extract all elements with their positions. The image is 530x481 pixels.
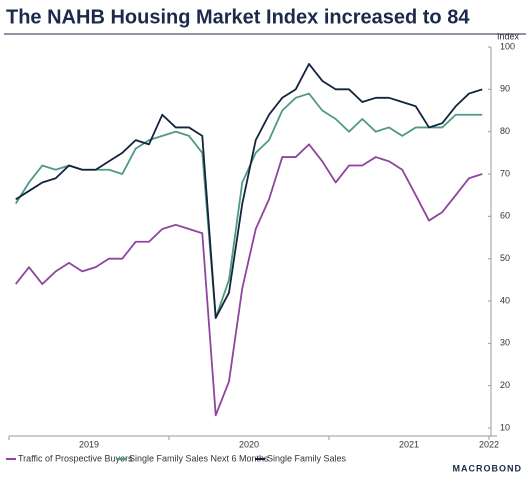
x-tick-label: 2019	[79, 439, 99, 449]
y-tick-label: 30	[500, 338, 510, 348]
x-tick-label: 2020	[239, 439, 259, 449]
y-axis-label: Index	[497, 31, 520, 41]
y-tick-label: 80	[500, 126, 510, 136]
series-line	[15, 143, 483, 417]
series-line	[14, 92, 483, 319]
y-tick-label: 100	[500, 41, 515, 51]
y-tick-label: 90	[500, 84, 510, 94]
legend-label: Traffic of Prospective Buyers	[18, 453, 133, 463]
y-tick-label: 20	[500, 380, 510, 390]
legend-label: Single Family Sales	[267, 453, 347, 463]
x-tick-label: 2022	[479, 439, 499, 449]
legend-label: Single Family Sales Next 6 Months	[129, 453, 269, 463]
y-tick-label: 40	[500, 295, 510, 305]
y-tick-label: 50	[500, 253, 510, 263]
chart-title: The NAHB Housing Market Index increased …	[6, 6, 470, 28]
y-tick-label: 10	[500, 422, 510, 432]
y-tick-label: 60	[500, 211, 510, 221]
source-logo: MACROBOND	[453, 463, 523, 473]
y-tick-label: 70	[500, 168, 510, 178]
x-tick-label: 2021	[399, 439, 419, 449]
series-line	[15, 63, 483, 319]
